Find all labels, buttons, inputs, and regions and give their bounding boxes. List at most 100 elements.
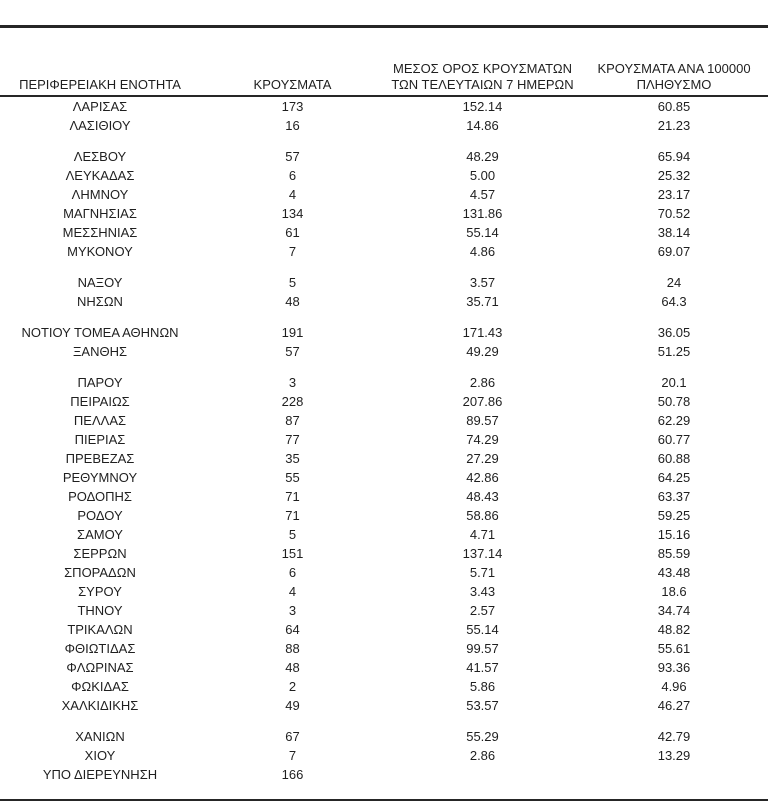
- region-name-cell: ΡΟΔΟΠΗΣ: [68, 489, 132, 504]
- top-rule: [0, 25, 768, 28]
- avg7-cell: 58.86: [466, 508, 499, 523]
- per100k-cell: 13.29: [657, 748, 691, 763]
- per100k-cell: 20.1: [661, 375, 687, 390]
- region-name-cell: ΜΑΓΝΗΣΙΑΣ: [63, 206, 137, 221]
- per100k-cell: 60.77: [657, 432, 691, 447]
- region-name-cell: ΜΥΚΟΝΟΥ: [67, 244, 133, 259]
- avg7-cell: 53.57: [466, 698, 499, 713]
- region-name-cell: ΛΗΜΝΟΥ: [71, 187, 129, 202]
- table-row: ΧΑΛΚΙΔΙΚΗΣ 49 53.57 46.27: [0, 696, 768, 715]
- cases-cell: 7: [288, 244, 297, 259]
- table-header-row: ΠΕΡΙΦΕΡΕΙΑΚΗ ΕΝΟΤΗΤΑ ΚΡΟΥΣΜΑΤΑ ΜΕΣΟΣ ΟΡΟ…: [0, 28, 768, 97]
- per100k-cell: [580, 765, 768, 784]
- per100k-cell: 65.94: [657, 149, 691, 164]
- per100k-cell: 70.52: [657, 206, 691, 221]
- per100k-cell: 48.82: [657, 622, 691, 637]
- avg7-cell: 5.71: [469, 565, 496, 580]
- per100k-cell: 4.96: [661, 679, 687, 694]
- region-name-cell: ΝΟΤΙΟΥ ΤΟΜΕΑ ΑΘΗΝΩΝ: [21, 325, 179, 340]
- avg7-cell: 14.86: [466, 118, 499, 133]
- cases-cell: 228: [281, 394, 304, 409]
- column-header-region-label: ΠΕΡΙΦΕΡΕΙΑΚΗ ΕΝΟΤΗΤΑ: [19, 77, 181, 92]
- avg7-cell: 4.86: [469, 244, 496, 259]
- avg7-cell: 48.43: [466, 489, 499, 504]
- avg7-cell: 42.86: [466, 470, 499, 485]
- table-row: ΠΕΙΡΑΙΩΣ 228 207.86 50.78: [0, 392, 768, 411]
- table-spacer-row: [0, 361, 768, 373]
- per100k-cell: 25.32: [657, 168, 691, 183]
- column-header-cases-per-100k-line2: ΠΛΗΘΥΣΜΟ: [636, 77, 712, 92]
- table-row: ΦΘΙΩΤΙΔΑΣ 88 99.57 55.61: [0, 639, 768, 658]
- column-header-cases-per-100k: ΚΡΟΥΣΜΑΤΑ ΑΝΑ 100000 ΠΛΗΘΥΣΜΟ: [580, 61, 768, 95]
- per100k-cell: 36.05: [657, 325, 691, 340]
- per100k-cell: 43.48: [657, 565, 691, 580]
- table-row: ΛΕΥΚΑΔΑΣ 6 5.00 25.32: [0, 166, 768, 185]
- table-row: ΝΟΤΙΟΥ ΤΟΜΕΑ ΑΘΗΝΩΝ 191 171.43 36.05: [0, 323, 768, 342]
- avg7-cell: 137.14: [462, 546, 503, 561]
- cases-cell: 64: [285, 622, 300, 637]
- avg7-cell: 3.43: [469, 584, 496, 599]
- per100k-cell: 23.17: [657, 187, 691, 202]
- cases-cell: 77: [285, 432, 300, 447]
- avg7-cell: 2.57: [469, 603, 496, 618]
- table-row: ΜΥΚΟΝΟΥ 7 4.86 69.07: [0, 242, 768, 261]
- region-name-cell: ΣΑΜΟΥ: [77, 527, 123, 542]
- column-header-cases-label: ΚΡΟΥΣΜΑΤΑ: [253, 77, 332, 92]
- avg7-cell: 131.86: [462, 206, 503, 221]
- table-row: ΛΕΣΒΟΥ 57 48.29 65.94: [0, 147, 768, 166]
- table-row: ΜΑΓΝΗΣΙΑΣ 134 131.86 70.52: [0, 204, 768, 223]
- table-row: ΠΕΛΛΑΣ 87 89.57 62.29: [0, 411, 768, 430]
- avg7-cell: 48.29: [466, 149, 499, 164]
- table-row: ΧΙΟΥ 7 2.86 13.29: [0, 746, 768, 765]
- region-name-cell: ΥΠΟ ΔΙΕΡΕΥΝΗΣΗ: [42, 767, 158, 782]
- table-row: ΛΑΣΙΘΙΟΥ 16 14.86 21.23: [0, 116, 768, 135]
- cases-cell: 134: [281, 206, 304, 221]
- region-name-cell: ΦΘΙΩΤΙΔΑΣ: [64, 641, 136, 656]
- column-header-7day-average-line2: ΤΩΝ ΤΕΛΕΥΤΑΙΩΝ 7 ΗΜΕΡΩΝ: [391, 77, 574, 92]
- cases-cell: 48: [285, 294, 300, 309]
- cases-cell: 67: [285, 729, 300, 744]
- table-row: ΤΡΙΚΑΛΩΝ 64 55.14 48.82: [0, 620, 768, 639]
- column-header-7day-average-line1: ΜΕΣΟΣ ΟΡΟΣ ΚΡΟΥΣΜΑΤΩΝ: [393, 61, 572, 76]
- table-row: ΤΗΝΟΥ 3 2.57 34.74: [0, 601, 768, 620]
- avg7-cell: 5.86: [469, 679, 496, 694]
- cases-cell: 55: [285, 470, 300, 485]
- avg7-cell: 99.57: [466, 641, 499, 656]
- avg7-cell: 27.29: [466, 451, 499, 466]
- cases-cell: 16: [285, 118, 300, 133]
- table-spacer-row: [0, 135, 768, 147]
- table-body: ΛΑΡΙΣΑΣ 173 152.14 60.85 ΛΑΣΙΘΙΟΥ 16 14.86 21.2…: [0, 97, 768, 784]
- table-spacer-row: [0, 261, 768, 273]
- table-row: ΠΑΡΟΥ 3 2.86 20.1: [0, 373, 768, 392]
- table-row: ΜΕΣΣΗΝΙΑΣ 61 55.14 38.14: [0, 223, 768, 242]
- bottom-rule: [0, 799, 768, 801]
- cases-cell: 6: [288, 168, 297, 183]
- region-name-cell: ΧΑΝΙΩΝ: [75, 729, 125, 744]
- column-header-cases: ΚΡΟΥΣΜΑΤΑ: [200, 77, 385, 95]
- avg7-cell: 74.29: [466, 432, 499, 447]
- per100k-cell: 21.23: [657, 118, 691, 133]
- per100k-cell: 64.25: [657, 470, 691, 485]
- table-row: ΡΕΘΥΜΝΟΥ 55 42.86 64.25: [0, 468, 768, 487]
- avg7-cell: 5.00: [469, 168, 496, 183]
- avg7-cell: 55.14: [466, 225, 499, 240]
- table-row: ΧΑΝΙΩΝ 67 55.29 42.79: [0, 727, 768, 746]
- column-header-7day-average: ΜΕΣΟΣ ΟΡΟΣ ΚΡΟΥΣΜΑΤΩΝ ΤΩΝ ΤΕΛΕΥΤΑΙΩΝ 7 Η…: [385, 61, 580, 95]
- avg7-cell: 152.14: [462, 99, 503, 114]
- per100k-cell: 63.37: [657, 489, 691, 504]
- region-name-cell: ΛΕΥΚΑΔΑΣ: [65, 168, 135, 183]
- table-row: ΛΗΜΝΟΥ 4 4.57 23.17: [0, 185, 768, 204]
- per100k-cell: 50.78: [657, 394, 691, 409]
- per100k-cell: 42.79: [657, 729, 691, 744]
- region-name-cell: ΣΕΡΡΩΝ: [73, 546, 127, 561]
- avg7-cell: 4.57: [469, 187, 496, 202]
- table-row: ΠΡΕΒΕΖΑΣ 35 27.29 60.88: [0, 449, 768, 468]
- table-row: ΛΑΡΙΣΑΣ 173 152.14 60.85: [0, 97, 768, 116]
- region-name-cell: ΦΛΩΡΙΝΑΣ: [66, 660, 134, 675]
- avg7-cell: 41.57: [466, 660, 499, 675]
- avg7-cell: 2.86: [469, 748, 496, 763]
- cases-cell: 4: [288, 584, 297, 599]
- per100k-cell: 62.29: [657, 413, 691, 428]
- avg7-cell: 55.14: [466, 622, 499, 637]
